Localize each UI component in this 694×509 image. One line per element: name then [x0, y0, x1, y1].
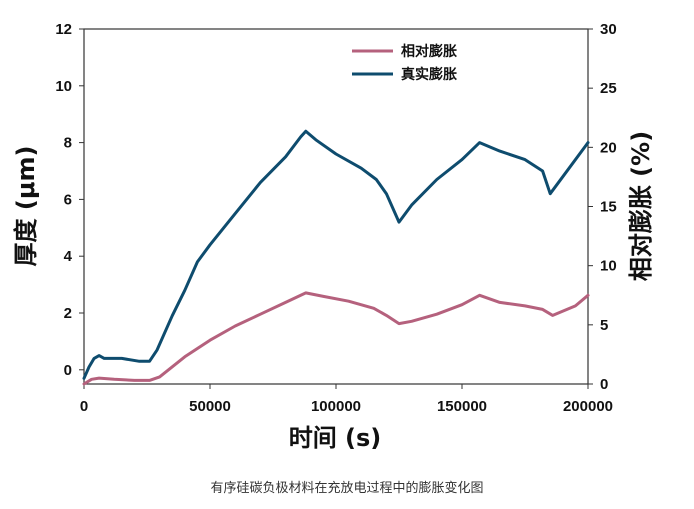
plot-area: [83, 28, 589, 385]
y-axis-ticks: 0 2 4 6 8 10 12: [55, 21, 84, 379]
x-tick-label: 150000: [437, 398, 487, 415]
figure-caption: 有序硅碳负极材料在充放电过程中的膨胀变化图: [210, 481, 484, 496]
x-axis-title: 时间 (s): [289, 424, 382, 452]
y2-tick-label: 25: [600, 80, 617, 97]
y2-tick-label: 20: [600, 139, 617, 156]
y-tick-label: 2: [64, 305, 72, 322]
x-tick-label: 200000: [563, 398, 613, 415]
x-axis-ticks: 0 50000 100000 150000 200000: [80, 384, 613, 415]
chart: 0 50000 100000 150000 200000 0 2 4 6 8 10 12 0 5 10 1…: [12, 21, 655, 452]
plot-frame: [83, 28, 589, 385]
y2-axis-ticks: 0 5 10 15 20 25 30: [588, 21, 617, 393]
series-line-relative: [82, 291, 590, 386]
y-axis-title: 厚度 (μm): [12, 146, 40, 267]
y2-tick-label: 5: [600, 317, 608, 334]
x-tick-label: 50000: [189, 398, 231, 415]
legend-label: 相对膨胀: [401, 43, 457, 60]
series-lines: [82, 129, 590, 386]
y2-tick-label: 10: [600, 258, 617, 275]
y-tick-label: 10: [55, 78, 72, 95]
y-tick-label: 4: [64, 248, 73, 265]
y-tick-label: 0: [64, 362, 72, 379]
y-tick-label: 6: [64, 191, 72, 208]
y-tick-label: 12: [55, 21, 72, 38]
legend-label: 真实膨胀: [401, 66, 457, 83]
y2-tick-label: 0: [600, 376, 608, 393]
series-line-real: [82, 129, 590, 380]
x-tick-label: 0: [80, 398, 88, 415]
y2-tick-label: 30: [600, 21, 617, 38]
y2-axis-title: 相对膨胀 (%): [627, 131, 655, 281]
x-tick-label: 100000: [311, 398, 361, 415]
y2-tick-label: 15: [600, 199, 617, 216]
y-tick-label: 8: [64, 135, 72, 152]
